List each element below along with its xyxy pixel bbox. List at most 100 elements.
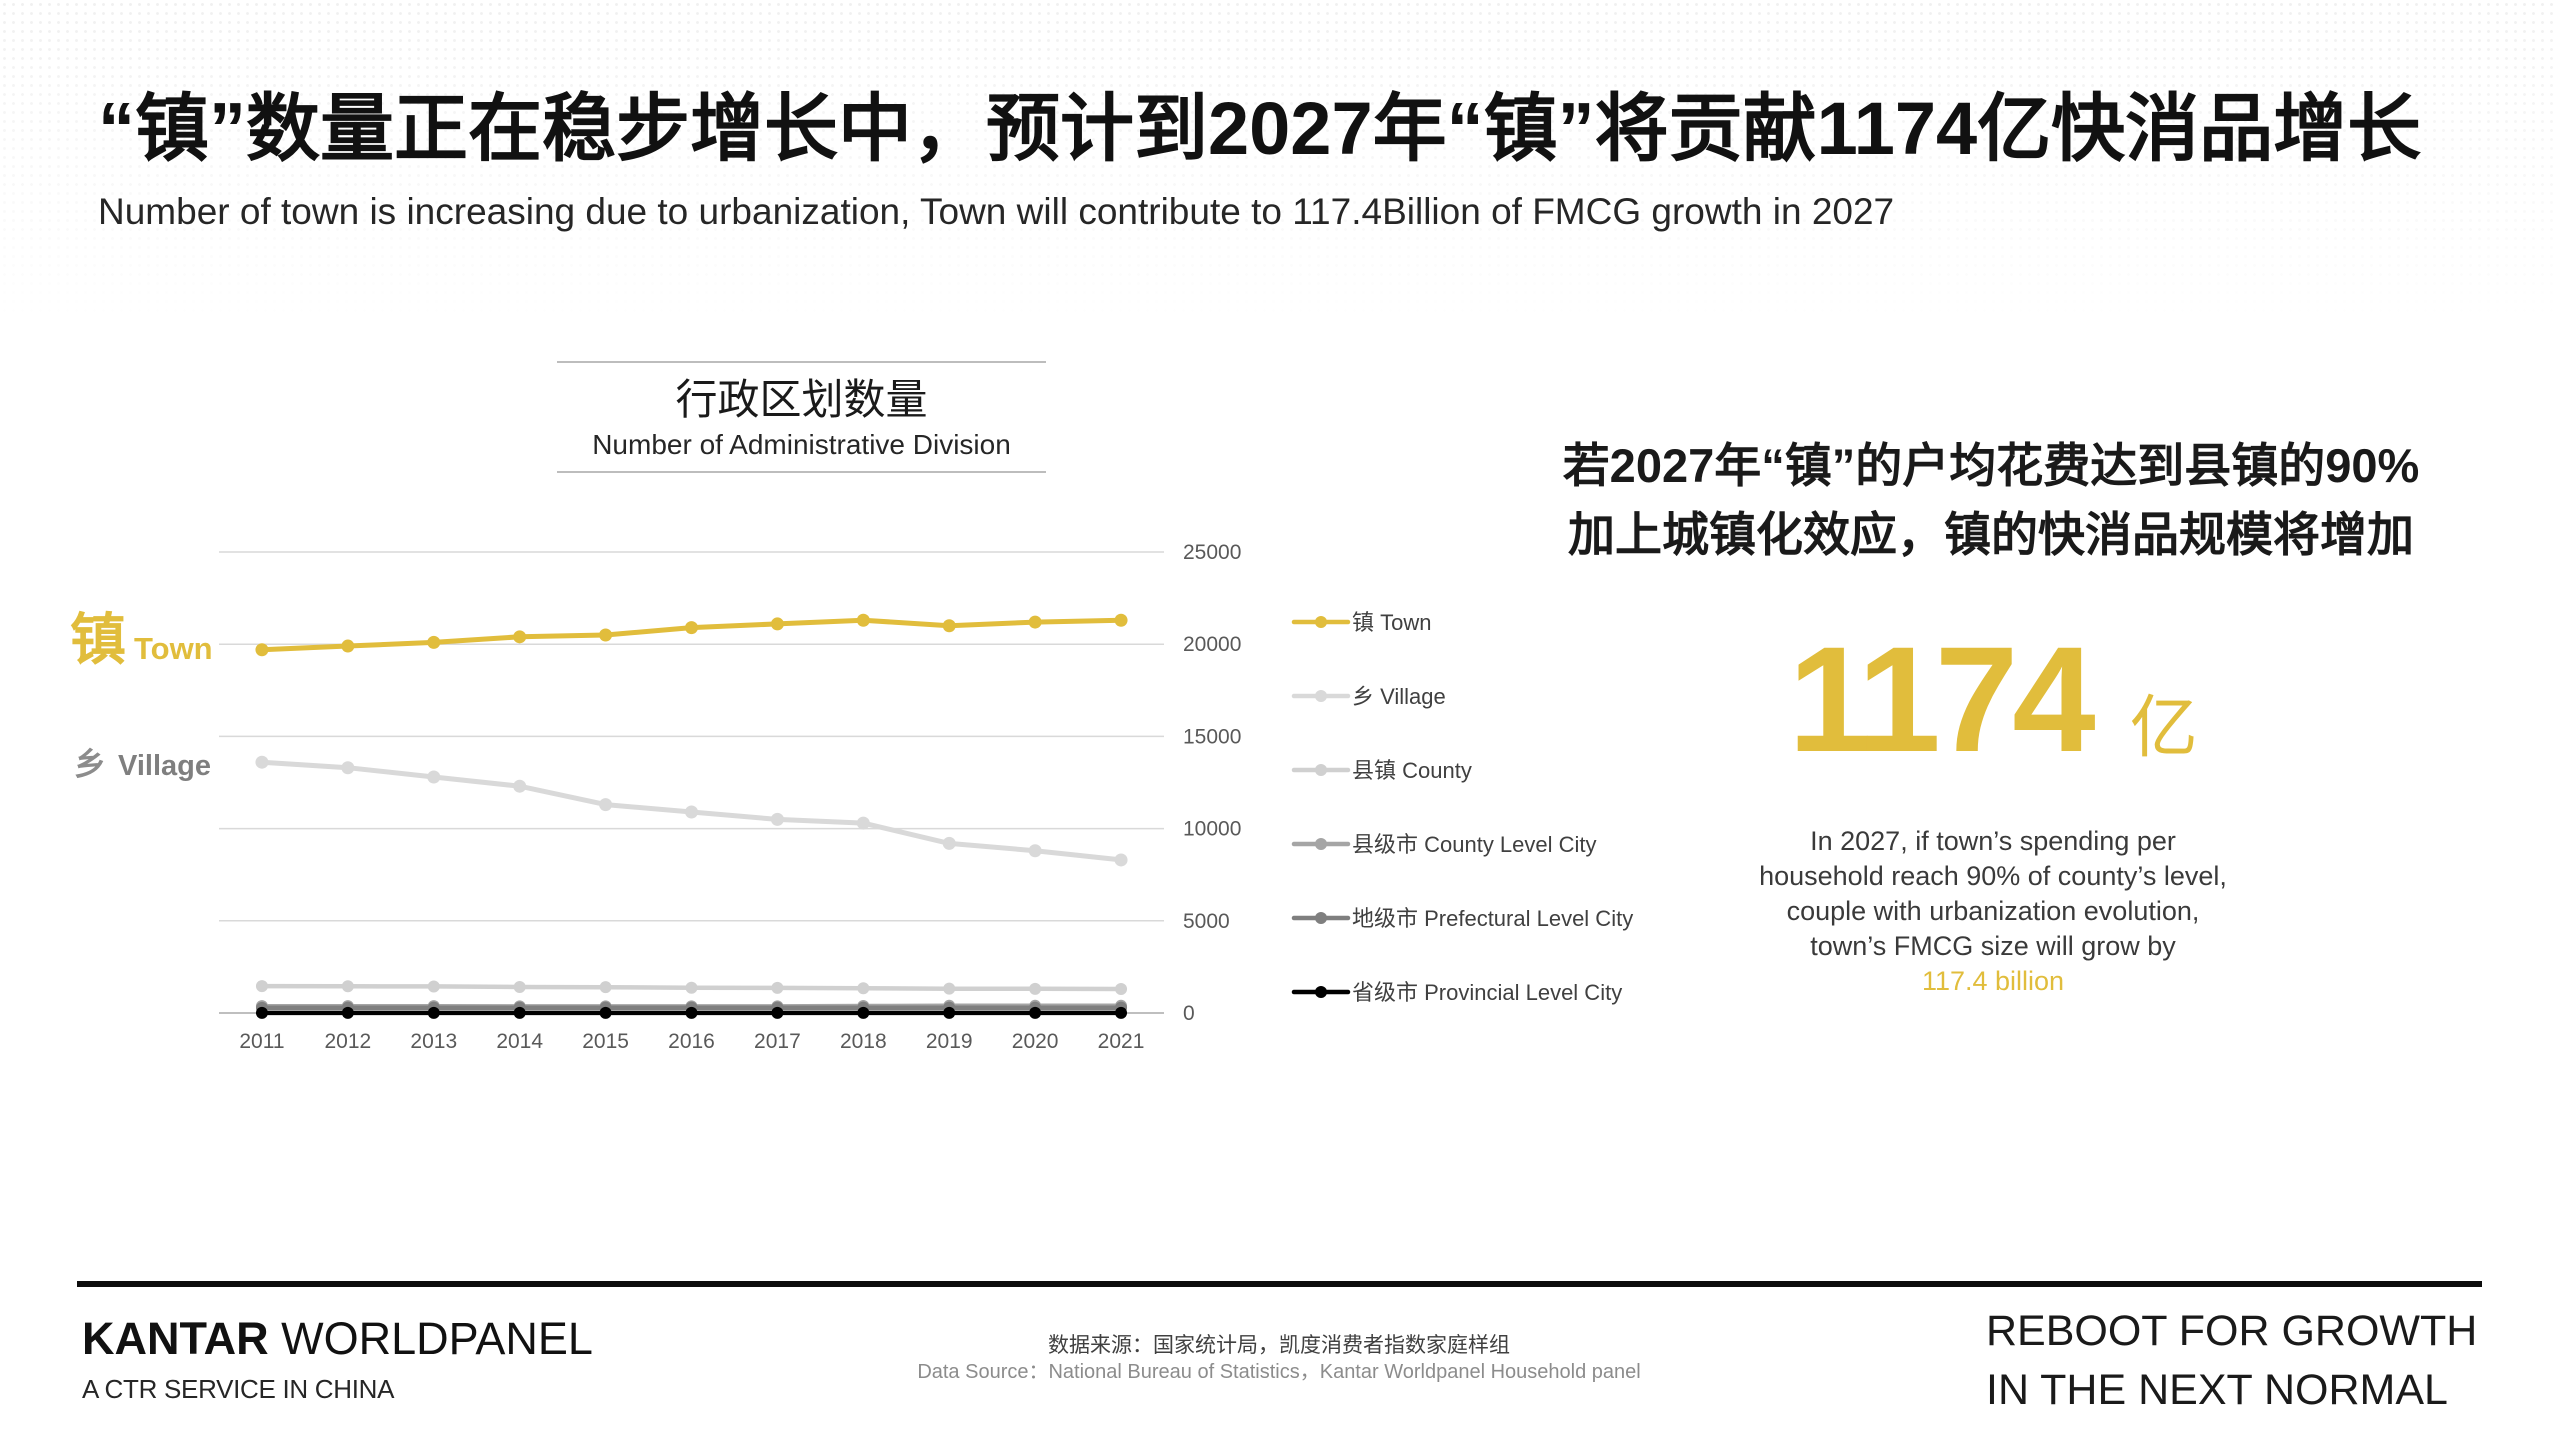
legend-marker xyxy=(1315,838,1327,850)
header-texture xyxy=(0,0,2559,330)
series-provincial-level-city xyxy=(255,1006,1128,1019)
data-point-town xyxy=(427,635,441,649)
x-tick-label: 2013 xyxy=(410,1030,457,1053)
big-number-unit: 亿 xyxy=(2129,690,2198,766)
y-tick-label: 20000 xyxy=(1183,633,1241,656)
x-tick-label: 2014 xyxy=(496,1030,543,1053)
town-label-zh: 镇 xyxy=(70,608,126,671)
insight-body-line: town’s FMCG size will grow by xyxy=(1810,931,2176,961)
brand-name-rest: WORLDPANEL xyxy=(281,1313,593,1364)
insight-body: In 2027, if town’s spending per househol… xyxy=(1593,824,2393,999)
legend-marker xyxy=(1315,912,1327,924)
insight-body-line: In 2027, if town’s spending per xyxy=(1810,826,2176,856)
data-point-provincial-level-city xyxy=(1029,1006,1042,1019)
x-tick-label: 2021 xyxy=(1098,1030,1145,1053)
footer-divider xyxy=(77,1281,2482,1287)
series-village xyxy=(255,755,1128,867)
data-point-village xyxy=(856,816,870,830)
data-point-prefectural-level-city xyxy=(427,1001,440,1014)
page-title: “镇”数量正在稳步增长中，预计到2027年“镇”将贡献1174亿快消品增长 xyxy=(98,87,2422,170)
data-point-town xyxy=(599,628,613,642)
data-point-county-level-city xyxy=(943,999,956,1012)
data-point-town xyxy=(1028,615,1042,629)
data-point-village xyxy=(1114,853,1128,867)
data-point-village xyxy=(513,779,527,793)
data-point-county xyxy=(771,981,784,994)
legend-label: 县级市 County Level City xyxy=(1352,832,1597,857)
data-point-prefectural-level-city xyxy=(857,1001,870,1014)
data-point-prefectural-level-city xyxy=(513,1001,526,1014)
insight-headline: 若2027年“镇”的户均花费达到县镇的90% 加上城镇化效应，镇的快消品规模将增… xyxy=(1491,431,2491,569)
data-point-village xyxy=(685,805,698,819)
legend-item-county: 县镇 County xyxy=(1291,758,1472,783)
series-county xyxy=(255,980,1128,996)
y-tick-label: 5000 xyxy=(1183,910,1230,933)
data-point-provincial-level-city xyxy=(943,1006,956,1019)
x-tick-label: 2016 xyxy=(668,1030,715,1053)
y-tick-label: 15000 xyxy=(1183,725,1241,748)
town-series-label: 镇 Town xyxy=(70,612,213,668)
insight-highlight: 117.4 billion xyxy=(1921,966,2065,996)
brand-tagline: A CTR SERVICE IN CHINA xyxy=(82,1374,395,1404)
data-point-provincial-level-city xyxy=(255,1006,268,1019)
data-point-prefectural-level-city xyxy=(1115,1001,1128,1014)
village-label-en: Village xyxy=(118,750,211,782)
x-tick-label: 2019 xyxy=(926,1030,973,1053)
chart-header: 行政区划数量 Number of Administrative Division xyxy=(557,361,1046,473)
data-point-county-level-city xyxy=(599,1000,612,1013)
series-county-level-city xyxy=(255,999,1128,1013)
x-tick-label: 2017 xyxy=(754,1030,801,1053)
data-point-town xyxy=(255,643,269,657)
legend-label: 乡 Village xyxy=(1352,684,1446,709)
legend-item-provincial-level-city: 省级市 Provincial Level City xyxy=(1291,980,1622,1005)
campaign-line-1: REBOOT FOR GROWTH xyxy=(1986,1307,2478,1355)
data-point-town xyxy=(770,617,784,631)
data-point-provincial-level-city xyxy=(599,1006,612,1019)
legend-item-town: 镇 Town xyxy=(1291,610,1431,635)
data-point-prefectural-level-city xyxy=(599,1001,612,1014)
data-point-county-level-city xyxy=(771,1000,784,1013)
x-tick-label: 2012 xyxy=(325,1030,372,1053)
brand-logo: KANTAR WORLDPANEL xyxy=(82,1316,593,1361)
data-point-provincial-level-city xyxy=(341,1006,354,1019)
village-series-label: 乡 Village xyxy=(74,748,211,781)
data-point-village xyxy=(599,798,613,812)
y-tick-label: 25000 xyxy=(1183,541,1241,564)
data-point-provincial-level-city xyxy=(427,1006,440,1019)
x-tick-label: 2011 xyxy=(239,1030,284,1053)
data-point-county xyxy=(943,982,956,995)
data-point-county-level-city xyxy=(857,999,870,1012)
brand-name-bold: KANTAR xyxy=(82,1313,269,1364)
series-line-town xyxy=(259,617,1124,653)
data-point-town xyxy=(942,619,956,633)
data-point-prefectural-level-city xyxy=(943,1001,956,1014)
legend-marker xyxy=(1315,616,1327,628)
y-tick-label: 10000 xyxy=(1183,818,1241,841)
data-point-county xyxy=(1029,982,1042,995)
insight-body-line: couple with urbanization evolution, xyxy=(1786,896,2200,926)
data-point-prefectural-level-city xyxy=(685,1001,698,1014)
data-point-town xyxy=(685,621,698,635)
data-point-town xyxy=(341,639,355,653)
data-point-county-level-city xyxy=(341,1000,354,1013)
legend-marker xyxy=(1315,690,1327,702)
legend-item-prefectural-level-city: 地级市 Prefectural Level City xyxy=(1291,906,1633,931)
data-point-provincial-level-city xyxy=(685,1006,698,1019)
data-point-town xyxy=(513,630,527,644)
data-source-zh: 数据来源：国家统计局，凯度消费者指数家庭样组 xyxy=(1048,1334,1510,1357)
x-tick-label: 2015 xyxy=(582,1030,629,1053)
data-point-provincial-level-city xyxy=(771,1006,784,1019)
chart-subtitle: Number of Administrative Division xyxy=(592,429,1011,460)
data-point-prefectural-level-city xyxy=(341,1001,354,1014)
data-point-county-level-city xyxy=(255,1000,268,1013)
data-point-provincial-level-city xyxy=(513,1006,526,1019)
legend-marker xyxy=(1315,764,1327,776)
big-number: 1174 xyxy=(1788,615,2095,783)
legend-label: 地级市 Prefectural Level City xyxy=(1352,906,1633,931)
data-point-prefectural-level-city xyxy=(255,1001,268,1014)
data-point-village xyxy=(942,836,956,850)
data-point-county xyxy=(341,980,354,993)
series-prefectural-level-city xyxy=(255,1001,1128,1014)
x-tick-label: 2018 xyxy=(840,1030,887,1053)
big-number-callout: 1174 亿 xyxy=(1593,624,2393,774)
